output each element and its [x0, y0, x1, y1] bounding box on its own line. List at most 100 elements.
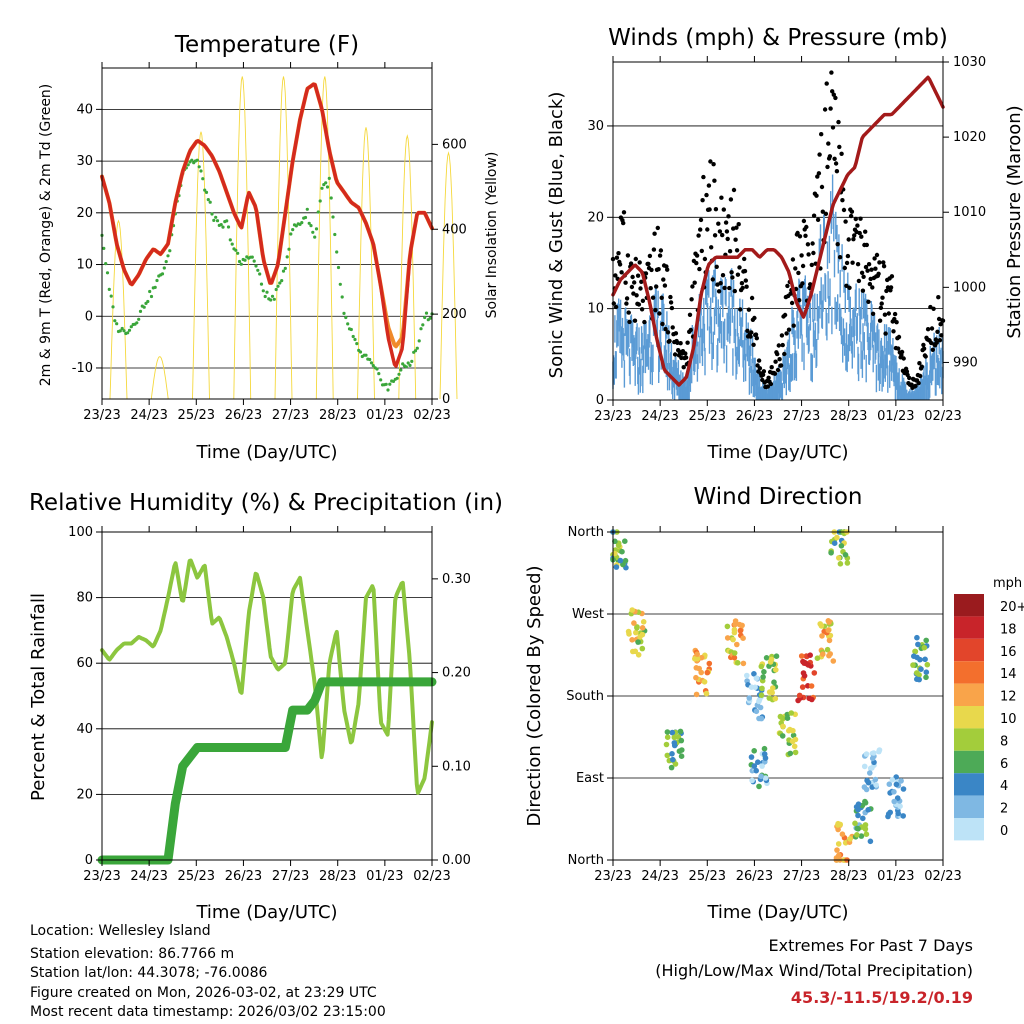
- direction-point: [835, 841, 842, 847]
- dewpoint-point: [168, 249, 172, 253]
- winds-gridlines: [613, 125, 943, 310]
- gust-point: [916, 380, 921, 386]
- direction-point: [914, 634, 920, 641]
- colorbar-swatch: [954, 728, 984, 751]
- direction-point: [762, 775, 769, 781]
- solar-insolation-curve: [109, 219, 128, 400]
- dewpoint-point: [149, 294, 154, 299]
- humidity-title: Relative Humidity (%) & Precipitation (i…: [29, 490, 503, 516]
- gust-point: [727, 285, 732, 291]
- direction-point: [740, 635, 746, 641]
- gust-point: [852, 233, 857, 238]
- gust-point: [661, 277, 666, 282]
- gust-point: [737, 265, 742, 270]
- direction-point: [734, 641, 740, 648]
- gust-point: [749, 330, 754, 335]
- gust-point: [698, 227, 703, 232]
- colorbar-label: 4: [1000, 779, 1008, 794]
- colorbar-label: 0: [1000, 824, 1008, 839]
- winds-y-label: Sonic Wind & Gust (Blue, Black): [546, 92, 567, 379]
- direction-point: [767, 659, 774, 665]
- gust-point: [815, 217, 821, 222]
- direction-point: [693, 665, 700, 671]
- gust-point: [892, 311, 898, 317]
- gust-point: [819, 132, 824, 137]
- dewpoint-point: [419, 327, 423, 331]
- gust-point: [660, 321, 665, 327]
- dewpoint-point: [115, 322, 119, 326]
- direction-point: [664, 734, 671, 740]
- direction-gridlines: [613, 613, 943, 779]
- dewpoint-point: [199, 169, 203, 173]
- dewpoint-point: [300, 221, 304, 225]
- gust-point: [853, 216, 858, 222]
- gust-point: [879, 301, 884, 306]
- dewpoint-point: [329, 196, 333, 200]
- colorbar-label: 10: [1000, 712, 1017, 727]
- dewpoint-point: [358, 350, 363, 354]
- gust-point: [938, 322, 943, 327]
- direction-point: [922, 656, 928, 663]
- gust-point: [668, 294, 673, 300]
- direction-point: [613, 564, 620, 570]
- direction-x-tick-label: 25/23: [689, 869, 726, 884]
- dewpoint-point: [225, 219, 229, 223]
- dewpoint-point: [236, 251, 240, 255]
- direction-point: [886, 781, 893, 787]
- gust-point: [907, 375, 912, 381]
- direction-point: [671, 734, 678, 741]
- dewpoint-point: [203, 188, 207, 192]
- direction-point: [664, 752, 671, 759]
- direction-point: [799, 684, 806, 690]
- gust-point: [889, 274, 895, 279]
- dewpoint-point: [208, 200, 212, 204]
- gust-point: [665, 267, 670, 272]
- dewpoint-point: [333, 232, 337, 237]
- direction-point: [668, 764, 675, 771]
- gust-point: [935, 329, 940, 334]
- direction-point: [854, 832, 860, 838]
- direction-point: [910, 662, 916, 668]
- temperature-y-tick-label: 40: [76, 102, 93, 117]
- gust-point: [718, 281, 723, 286]
- gust-point: [864, 242, 869, 248]
- wind-direction-panel: Wind Direction 23/23 24/23 25/23 26/23 27/23…: [524, 484, 1024, 923]
- dewpoint-point: [346, 322, 350, 326]
- direction-point: [730, 636, 736, 643]
- gust-point: [734, 225, 739, 230]
- direction-point: [844, 560, 851, 566]
- gust-point: [729, 270, 734, 275]
- gust-point: [833, 161, 839, 166]
- temperature-y-tick-label: 30: [76, 154, 93, 169]
- dewpoint-point: [344, 315, 348, 320]
- gust-point: [881, 260, 886, 265]
- winds-x-tick-label: 24/23: [641, 409, 678, 424]
- gust-point: [692, 280, 697, 285]
- direction-point: [663, 741, 670, 748]
- direction-point: [923, 669, 930, 675]
- gust-point: [921, 342, 926, 348]
- solar-insolation-curve: [439, 151, 458, 400]
- direction-point: [664, 729, 671, 735]
- gust-point: [826, 141, 831, 146]
- direction-point: [893, 774, 899, 780]
- direction-point: [779, 733, 786, 739]
- direction-point: [639, 625, 646, 631]
- direction-y-tick-label: North: [568, 853, 604, 868]
- gust-point: [657, 311, 662, 316]
- direction-point: [760, 674, 766, 680]
- colorbar-label: 18: [1000, 622, 1017, 637]
- direction-point: [917, 656, 923, 663]
- dewpoint-point: [190, 158, 194, 162]
- gust-point: [869, 267, 874, 272]
- gust-point: [627, 319, 632, 325]
- gust-point: [663, 326, 668, 332]
- insolation-y-tick-label: 0: [442, 392, 450, 407]
- extremes-block: Extremes For Past 7 Days (High/Low/Max W…: [655, 936, 973, 1007]
- dewpoint-point: [388, 382, 392, 386]
- direction-point: [635, 652, 642, 658]
- gust-point: [656, 267, 661, 272]
- winds-x-tick-label: 23/23: [594, 409, 631, 424]
- gust-point: [752, 315, 757, 321]
- winds-y-tick-label: 20: [587, 210, 604, 225]
